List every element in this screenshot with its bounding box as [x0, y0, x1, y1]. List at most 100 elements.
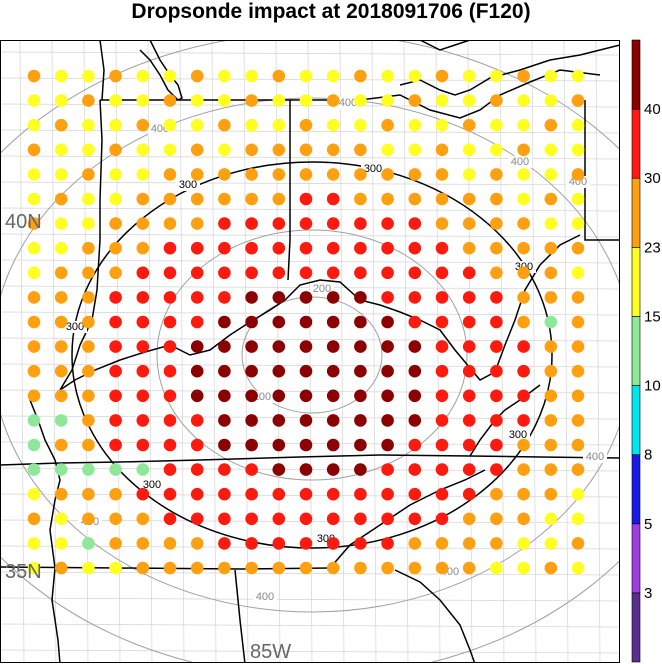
impact-dot — [490, 241, 503, 255]
impact-dot — [435, 438, 449, 452]
impact-dot — [354, 389, 367, 403]
impact-dot — [82, 94, 95, 107]
impact-dot — [435, 241, 449, 255]
impact-dot — [435, 364, 449, 378]
impact-dot — [245, 94, 258, 107]
impact-dot — [136, 537, 150, 550]
impact-dot — [272, 241, 286, 255]
impact-dot — [381, 340, 394, 353]
impact-dot — [54, 537, 68, 550]
impact-dot — [544, 389, 558, 403]
impact-dot — [218, 69, 231, 83]
impact-dot — [517, 168, 530, 181]
impact-dot — [245, 438, 258, 452]
impact-dot — [490, 512, 503, 526]
impact-dot — [272, 389, 286, 403]
impact-dot — [163, 340, 177, 353]
impact-dot — [27, 487, 41, 501]
impact-dot — [136, 291, 150, 304]
impact-dot — [381, 168, 394, 181]
impact-dot — [354, 94, 367, 107]
impact-dot — [245, 266, 258, 280]
impact-dot — [381, 537, 394, 550]
impact-dot — [54, 340, 68, 353]
impact-dot — [245, 364, 258, 378]
impact-dot — [571, 438, 585, 452]
contour-label-bg — [361, 163, 385, 175]
impact-dot — [190, 512, 204, 526]
impact-dot — [218, 438, 231, 452]
impact-dot — [136, 364, 150, 378]
impact-dot — [109, 364, 122, 378]
impact-dot — [27, 217, 41, 230]
impact-dot — [272, 561, 286, 575]
impact-dot — [408, 364, 422, 378]
impact-dot — [54, 217, 68, 230]
impact-dot — [490, 389, 503, 403]
impact-dot — [462, 118, 476, 132]
impact-dot — [245, 537, 258, 550]
colorbar-segment — [631, 108, 641, 179]
colorbar-segment — [631, 385, 641, 455]
impact-dot — [272, 217, 286, 230]
impact-dot — [136, 266, 150, 280]
county-line — [0, 649, 620, 654]
impact-dot — [490, 291, 503, 304]
impact-dot — [299, 463, 313, 476]
impact-dot — [218, 537, 231, 550]
impact-dot — [462, 143, 476, 157]
county-line — [0, 623, 620, 628]
contour-label: 300 — [143, 479, 161, 491]
impact-dot — [27, 438, 41, 452]
impact-dot — [299, 414, 313, 427]
impact-dot — [490, 340, 503, 353]
impact-dot — [299, 537, 313, 550]
lat-40-label: 40N — [5, 211, 42, 233]
impact-dot — [272, 291, 286, 304]
impact-dot — [136, 561, 150, 575]
impact-dot — [218, 241, 231, 255]
impact-dot — [571, 118, 585, 132]
impact-dot — [462, 192, 476, 206]
impact-dot — [517, 537, 530, 550]
impact-dot — [54, 168, 68, 181]
impact-dot — [408, 217, 422, 230]
impact-dot — [163, 463, 177, 476]
impact-dot — [163, 414, 177, 427]
ring-200 — [156, 229, 468, 481]
impact-dot — [54, 561, 68, 575]
impact-dot — [27, 143, 41, 157]
impact-dot — [408, 537, 422, 550]
impact-dot — [245, 414, 258, 427]
impact-dot — [517, 487, 530, 501]
impact-dot — [435, 143, 449, 157]
state-borders — [0, 40, 620, 662]
impact-dot — [462, 414, 476, 427]
impact-dot — [517, 118, 530, 132]
county-line — [307, 40, 313, 662]
impact-dot — [544, 315, 558, 329]
impact-dot — [272, 463, 286, 476]
impact-dot — [544, 118, 558, 132]
impact-dot — [163, 217, 177, 230]
lat-35-label: 35N — [5, 561, 42, 583]
impact-dot — [245, 463, 258, 476]
impact-dot — [82, 340, 95, 353]
impact-dot — [462, 537, 476, 550]
impact-dot — [272, 118, 286, 132]
colorbar-tick-label: 8 — [644, 447, 652, 464]
impact-dot — [27, 414, 41, 427]
impact-dot — [381, 241, 394, 255]
impact-dot — [82, 217, 95, 230]
impact-dot — [136, 168, 150, 181]
impact-dot — [490, 364, 503, 378]
impact-dot — [381, 487, 394, 501]
impact-dot — [190, 291, 204, 304]
impact-dot — [571, 340, 585, 353]
impact-dot — [544, 537, 558, 550]
ring-300 — [71, 161, 553, 549]
impact-dot — [190, 217, 204, 230]
impact-dot — [408, 168, 422, 181]
impact-dot — [326, 143, 340, 157]
